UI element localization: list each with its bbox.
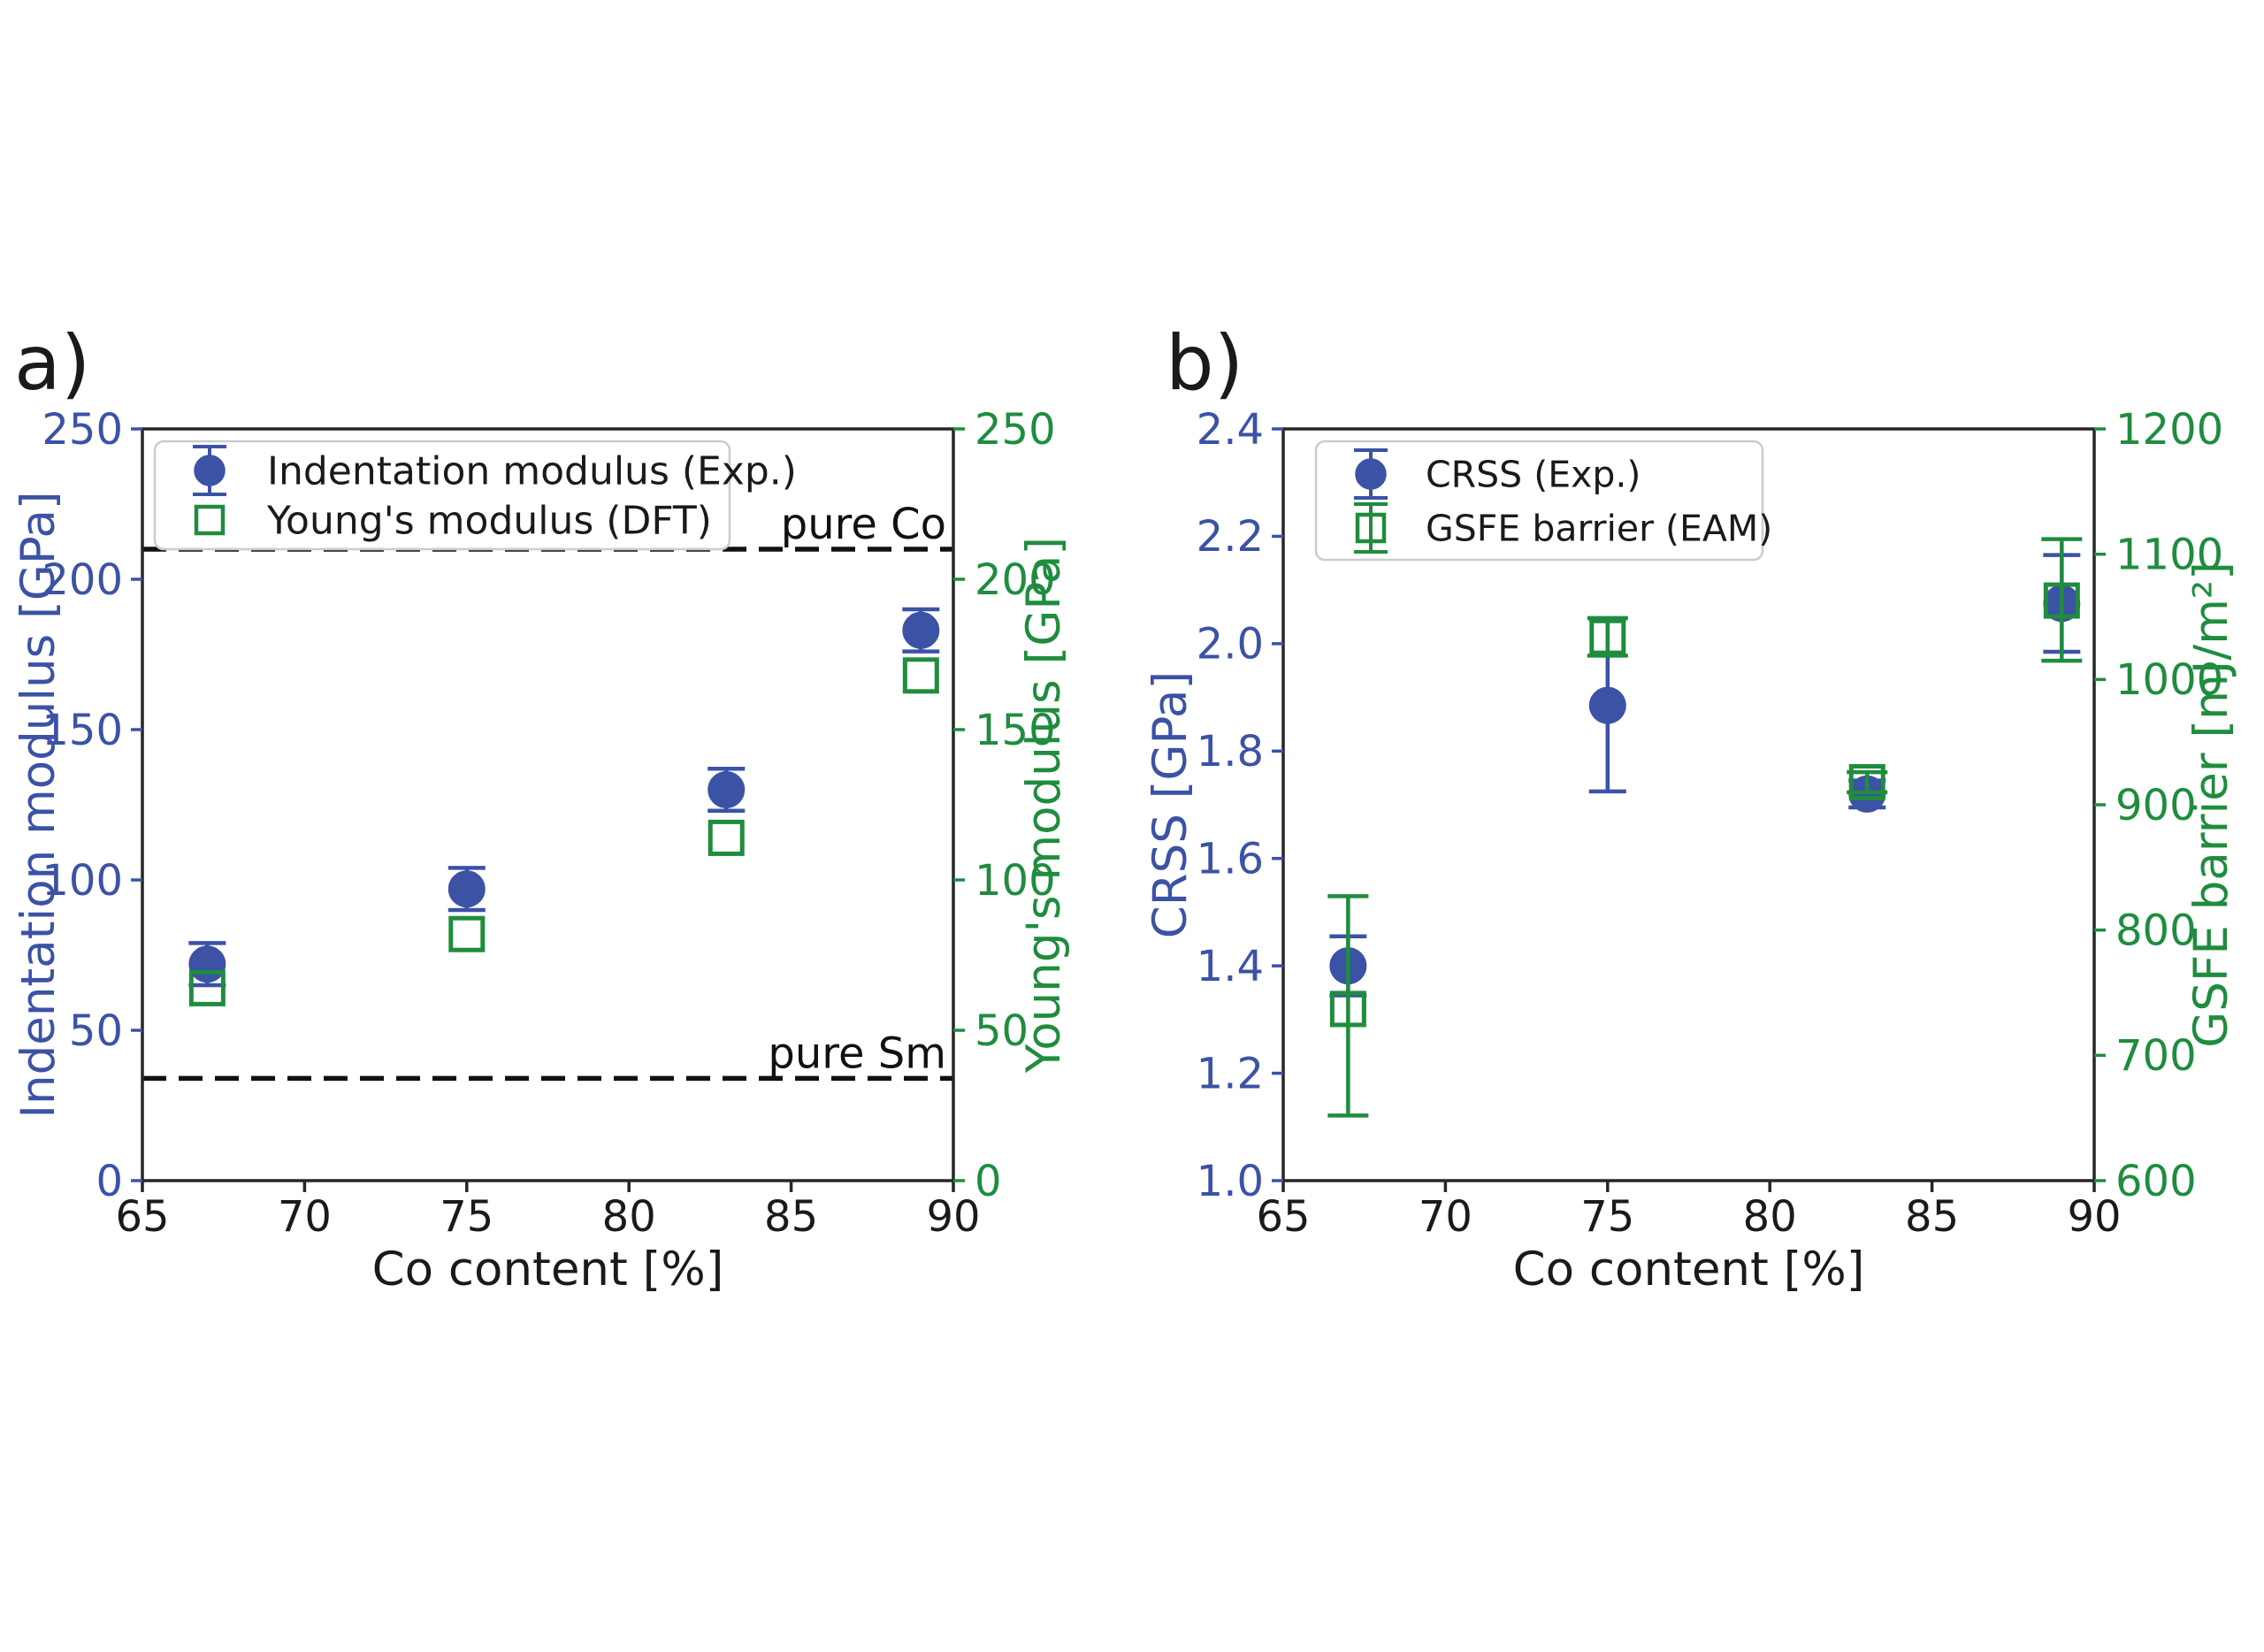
- y-right-tick-label: 1200: [2115, 405, 2223, 455]
- legend-marker-circle-icon: [193, 445, 226, 496]
- y-left-tick-label: 1.4: [1197, 942, 1264, 991]
- y-left-tick-label: 100: [42, 856, 123, 906]
- y-left-tick-label: 2.4: [1197, 405, 1264, 455]
- y-left-tick-label: 150: [42, 706, 123, 755]
- x-tick-label: 80: [602, 1192, 656, 1242]
- y-left-tick-label: 2.0: [1197, 620, 1264, 669]
- y-right-tick-label: 0: [975, 1157, 1002, 1206]
- data-point-square: [2043, 582, 2080, 619]
- x-tick-label: 80: [1743, 1192, 1797, 1242]
- y-right-tick-label: 900: [2115, 781, 2197, 830]
- data-point-square: [1589, 618, 1626, 655]
- x-tick-label: 85: [1905, 1192, 1959, 1242]
- legend-label: GSFE barrier (EAM): [1426, 507, 1772, 549]
- y-right-axis-title: GSFE barrier [mJ/m²]: [2184, 562, 2238, 1048]
- x-tick-label: 70: [278, 1192, 332, 1242]
- y-right-tick-label: 150: [975, 706, 1056, 755]
- legend-marker-square-icon: [1354, 502, 1388, 554]
- y-right-tick-label: 1100: [2115, 530, 2223, 579]
- legend-box: [1314, 440, 1764, 562]
- data-point-square: [708, 819, 745, 856]
- plot-frame: [141, 427, 955, 1182]
- panel-a-label: a): [14, 319, 91, 408]
- data-point-square: [902, 657, 939, 694]
- y-right-tick-label: 1000: [2115, 655, 2223, 705]
- panel-b: 65 70 75 80 85 90 Co content [%] 1.0 1.2 1.4 1.6 1.…: [1143, 405, 2238, 1296]
- data-point-square: [188, 969, 226, 1006]
- x-axis-title: Co content [%]: [1513, 1243, 1865, 1296]
- reference-line-label: pure Sm: [768, 1029, 946, 1078]
- y-right-tick-label: 50: [975, 1006, 1029, 1056]
- data-point-circle: [447, 870, 486, 908]
- panel-a: pure Co pure Sm 65 70 75 80 85 90 Co content [%]…: [11, 405, 1071, 1296]
- x-tick-label: 65: [1256, 1192, 1310, 1242]
- series-right: [188, 657, 939, 1006]
- series-right: [1327, 537, 2083, 1118]
- data-point-square: [448, 915, 486, 952]
- data-point-circle: [1588, 686, 1626, 724]
- data-point-circle: [188, 945, 226, 983]
- x-axis-title: Co content [%]: [372, 1243, 724, 1296]
- series-left: [188, 607, 940, 988]
- y-left-tick-label: 1.6: [1197, 835, 1264, 884]
- legend-label: Young's modulus (DFT): [266, 498, 712, 543]
- x-tick-label: 90: [926, 1192, 980, 1242]
- legend-circle: [1355, 458, 1387, 490]
- y-left-tick-label: 2.2: [1197, 512, 1264, 562]
- x-tick-label: 65: [115, 1192, 169, 1242]
- y-right-tick-label: 200: [975, 555, 1056, 605]
- y-right-tick-label: 700: [2115, 1031, 2197, 1081]
- y-left-tick-label: 250: [42, 405, 123, 455]
- y-right-axis-title: Young's modulus [GPa]: [1017, 537, 1071, 1074]
- y-left-tick-label: 200: [42, 555, 123, 605]
- panel-b-label: b): [1166, 319, 1244, 408]
- x-tick-label: 85: [764, 1192, 818, 1242]
- reference-line-label: pure Co: [781, 500, 946, 549]
- legend-circle: [194, 455, 226, 486]
- y-left-tick-label: 1.2: [1197, 1049, 1264, 1098]
- y-left-axis-title: Indentation modulus [GPa]: [11, 491, 65, 1118]
- legend-label: Indentation modulus (Exp.): [267, 448, 797, 493]
- series-left: [1329, 553, 2081, 998]
- y-right-tick-label: 600: [2115, 1157, 2197, 1206]
- y-left-tick-label: 50: [69, 1006, 123, 1056]
- data-point-square: [1848, 764, 1885, 800]
- legend-label: CRSS (Exp.): [1426, 453, 1641, 495]
- legend-marker-square-icon: [194, 504, 226, 536]
- legend-marker-circle-icon: [1354, 448, 1388, 500]
- legend-box: [153, 440, 731, 551]
- x-tick-label: 90: [2067, 1192, 2121, 1242]
- y-left-tick-label: 0: [96, 1157, 123, 1206]
- legend-square: [1355, 512, 1387, 544]
- x-tick-label: 70: [1419, 1192, 1472, 1242]
- y-left-tick-label: 1.8: [1197, 727, 1264, 776]
- y-right-tick-label: 100: [975, 856, 1056, 906]
- data-point-circle: [708, 771, 746, 808]
- y-right-tick-label: 250: [975, 405, 1056, 455]
- y-left-tick-label: 1.0: [1197, 1157, 1264, 1206]
- x-tick-label: 75: [440, 1192, 493, 1242]
- y-left-axis-title: CRSS [GPa]: [1143, 671, 1197, 938]
- data-point-square: [1329, 990, 1366, 1028]
- data-point-circle: [902, 611, 940, 649]
- legend-square: [194, 504, 226, 536]
- x-tick-label: 75: [1580, 1192, 1634, 1242]
- y-right-tick-label: 800: [2115, 906, 2197, 955]
